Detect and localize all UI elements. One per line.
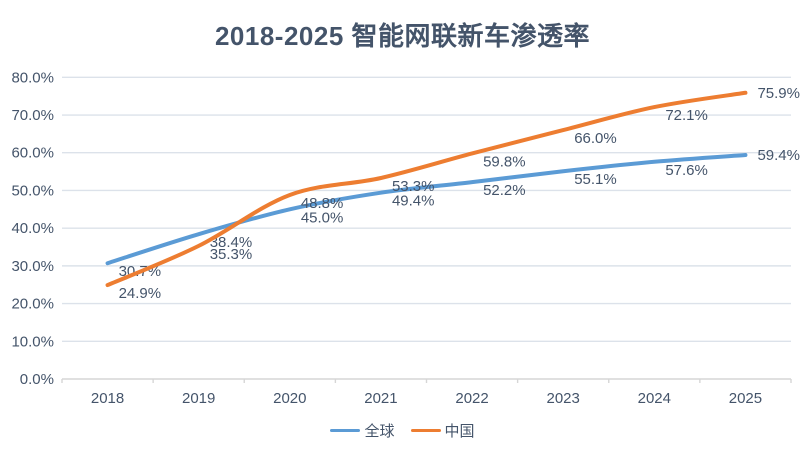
legend: 全球 中国 <box>0 420 805 441</box>
legend-swatch <box>330 428 361 433</box>
data-label: 52.2% <box>483 182 526 199</box>
data-label: 59.8% <box>483 153 526 170</box>
chart-title: 2018-2025 智能网联新车渗透率 <box>214 21 591 51</box>
legend-item: 全球 <box>330 420 395 441</box>
data-label: 53.3% <box>392 178 435 195</box>
y-axis-label: 20.0% <box>11 296 54 313</box>
y-axis-label: 30.0% <box>11 258 54 275</box>
data-label: 72.1% <box>665 107 708 124</box>
y-axis-label: 10.0% <box>11 333 54 350</box>
x-axis-label: 2019 <box>182 390 215 407</box>
y-axis-label: 0.0% <box>20 371 54 388</box>
legend-label: 中国 <box>444 423 475 440</box>
x-axis-label: 2025 <box>729 390 762 407</box>
x-axis-label: 2018 <box>91 390 124 407</box>
data-label: 57.6% <box>665 162 708 179</box>
series-line-1 <box>105 90 748 288</box>
data-label: 49.4% <box>392 193 435 210</box>
legend-label: 全球 <box>364 423 395 440</box>
data-label: 24.9% <box>119 285 162 302</box>
data-label: 55.1% <box>574 171 617 188</box>
data-label: 66.0% <box>574 130 617 147</box>
data-label: 75.9% <box>757 85 800 102</box>
y-axis-label: 40.0% <box>11 220 54 237</box>
x-axis-label: 2021 <box>364 390 397 407</box>
y-axis-label: 70.0% <box>11 107 54 124</box>
data-label: 35.3% <box>210 246 253 263</box>
x-axis-label: 2023 <box>547 390 580 407</box>
series-line-0 <box>105 152 748 266</box>
y-axis-label: 60.0% <box>11 145 54 162</box>
y-axis-label: 80.0% <box>11 69 54 86</box>
data-label: 48.8% <box>301 195 344 212</box>
data-label: 59.4% <box>757 147 800 164</box>
data-label: 45.0% <box>301 209 344 226</box>
y-axis-label: 50.0% <box>11 182 54 199</box>
x-axis-label: 2020 <box>273 390 306 407</box>
x-axis-label: 2022 <box>455 390 488 407</box>
x-axis-label: 2024 <box>638 390 671 407</box>
data-label: 38.4% <box>210 234 253 251</box>
legend-item: 中国 <box>410 420 475 441</box>
legend-swatch <box>410 428 441 433</box>
